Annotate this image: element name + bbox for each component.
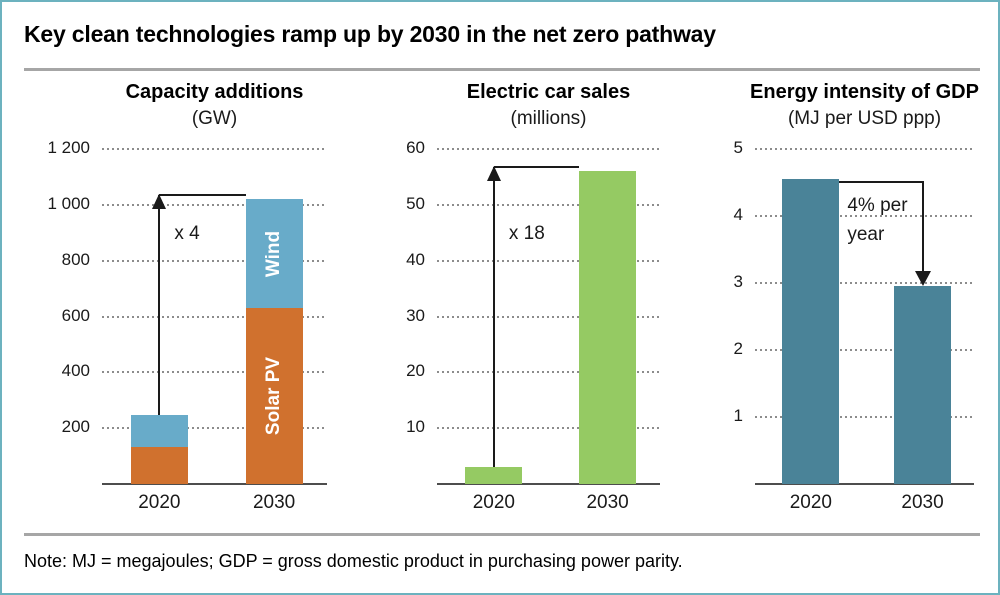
y-tick-label: 30 <box>406 305 425 325</box>
growth-annotation-label: x 4 <box>174 223 200 244</box>
gridline <box>102 259 327 262</box>
growth-arrow-horizontal-line <box>493 166 580 169</box>
growth-arrow-horizontal-line <box>159 194 246 197</box>
gridline <box>437 148 660 150</box>
chart-subtitle: (millions) <box>510 108 587 129</box>
chart-title: Capacity additions <box>125 81 304 103</box>
gridline <box>755 148 974 150</box>
decline-arrowhead-down-icon <box>914 271 931 287</box>
bar-segment-wind-2030: Wind <box>245 199 303 309</box>
x-axis <box>755 483 974 485</box>
y-tick-label: 60 <box>406 138 425 157</box>
chart-subtitle: (GW) <box>191 108 238 129</box>
y-tick-label: 40 <box>406 249 425 269</box>
gridline <box>437 259 660 262</box>
category-label-2030: 2030 <box>586 492 629 513</box>
y-tick-label: 5 <box>733 138 743 157</box>
chart-title: Electric car sales <box>466 81 631 103</box>
y-tick-label: 20 <box>406 361 425 381</box>
y-tick-label: 3 <box>733 272 743 291</box>
x-axis <box>102 483 327 485</box>
note-separator <box>24 533 980 536</box>
category-label-2020: 2020 <box>472 492 515 513</box>
bar-segment-solar-pv-2020 <box>130 446 188 484</box>
decline-arrow-horizontal-line <box>839 181 924 184</box>
figure-note: Note: MJ = megajoules; GDP = gross domes… <box>24 551 683 571</box>
gridline <box>755 416 974 418</box>
gridline <box>102 315 327 318</box>
bar-segment-energy-intensity-of-gdp-2020 <box>782 179 840 484</box>
y-tick-label: 200 <box>61 417 90 437</box>
category-label-2020: 2020 <box>789 492 832 513</box>
bar-segment-solar-pv-2030: Solar PV <box>245 308 303 484</box>
growth-arrowhead-up-icon <box>152 194 167 210</box>
title-separator <box>24 68 980 71</box>
gridline <box>437 203 660 206</box>
bar-segment-energy-intensity-of-gdp-2030 <box>894 286 952 484</box>
y-tick-label: 1 <box>733 406 743 425</box>
y-tick-label: 4 <box>733 205 743 224</box>
y-tick-label: 400 <box>61 361 90 381</box>
figure-title: Key clean technologies ramp up by 2030 i… <box>24 21 716 47</box>
gridline <box>437 427 660 430</box>
gridline <box>102 203 327 206</box>
category-label-2030: 2030 <box>901 492 944 513</box>
y-tick-label: 800 <box>61 249 90 269</box>
y-tick-label: 600 <box>61 305 90 325</box>
gridline <box>102 371 327 374</box>
category-label-2030: 2030 <box>252 492 296 513</box>
growth-annotation-label: x 18 <box>508 223 545 244</box>
growth-arrow-vertical-line <box>158 195 161 415</box>
bar-segment-label-wind: Wind <box>263 230 285 277</box>
decline-arrow-vertical-line <box>921 182 924 285</box>
bar-segment-label-solar-pv: Solar PV <box>263 356 285 436</box>
y-tick-label: 1 200 <box>47 138 90 157</box>
chart-title: Energy intensity of GDP <box>750 81 979 103</box>
gridline <box>102 148 327 150</box>
bar-segment-electric-car-sales-2020 <box>465 467 523 484</box>
y-tick-label: 1 000 <box>47 193 90 213</box>
gridline <box>755 215 974 217</box>
growth-arrowhead-up-icon <box>486 166 501 182</box>
y-tick-label: 50 <box>406 193 425 213</box>
growth-arrow-vertical-line <box>492 167 495 468</box>
bar-segment-electric-car-sales-2030 <box>579 171 637 484</box>
gridline <box>102 427 327 430</box>
gridline <box>437 371 660 374</box>
gridline <box>755 282 974 284</box>
gridline <box>437 315 660 318</box>
x-axis <box>437 483 660 485</box>
y-tick-label: 2 <box>733 339 743 358</box>
bar-segment-wind-2020 <box>130 414 188 447</box>
gridline <box>755 349 974 351</box>
decline-annotation-label: 4% per year <box>847 195 908 245</box>
category-label-2020: 2020 <box>138 492 181 513</box>
y-tick-label: 10 <box>406 417 425 437</box>
chart-subtitle: (MJ per USD ppp) <box>787 108 942 129</box>
